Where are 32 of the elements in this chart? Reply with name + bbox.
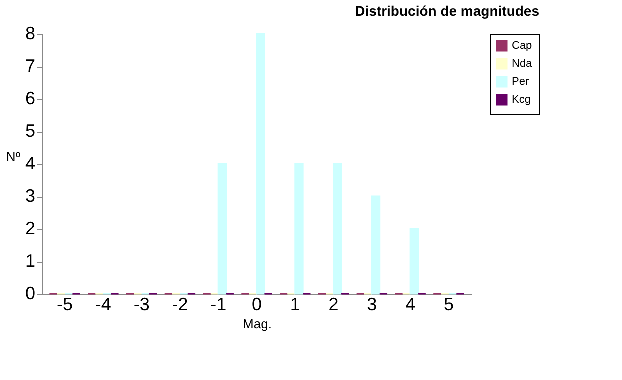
bar [410, 228, 419, 295]
x-tick-label: -1 [210, 294, 227, 314]
legend-label: Kcg [512, 94, 531, 106]
x-tick-label: 2 [328, 294, 339, 314]
x-tick-label: 5 [444, 294, 454, 314]
y-tick-label: 4 [25, 154, 36, 174]
y-tick-label: 1 [25, 251, 36, 271]
bar [294, 163, 304, 295]
x-tick-label: -2 [172, 294, 188, 314]
y-tick-label: 7 [25, 56, 36, 76]
y-tick-label: 5 [25, 121, 36, 141]
x-tick-label: -5 [57, 294, 74, 314]
legend-label: Nda [512, 58, 534, 70]
y-tick-label: 2 [25, 218, 36, 238]
chart-title: Distribución de magnitudes [355, 3, 540, 19]
y-tick-label: 6 [25, 88, 36, 108]
bar [333, 163, 342, 295]
x-tick-label: 1 [290, 294, 300, 314]
x-axis-title: Mag. [243, 316, 272, 332]
y-tick-label: 3 [25, 186, 36, 206]
x-tick-label: 3 [367, 294, 378, 314]
x-tick-label: 4 [406, 294, 416, 314]
bar [371, 196, 381, 295]
x-tick-label: -4 [95, 294, 112, 314]
y-tick-label: 8 [25, 24, 36, 44]
legend-label: Per [512, 76, 530, 88]
x-tick-label: 0 [252, 294, 262, 314]
bar [256, 33, 266, 295]
x-tick-label: -3 [134, 294, 150, 314]
y-axis-title: Nº [6, 150, 21, 164]
legend-label: Cap [512, 40, 532, 52]
bar [218, 163, 228, 295]
